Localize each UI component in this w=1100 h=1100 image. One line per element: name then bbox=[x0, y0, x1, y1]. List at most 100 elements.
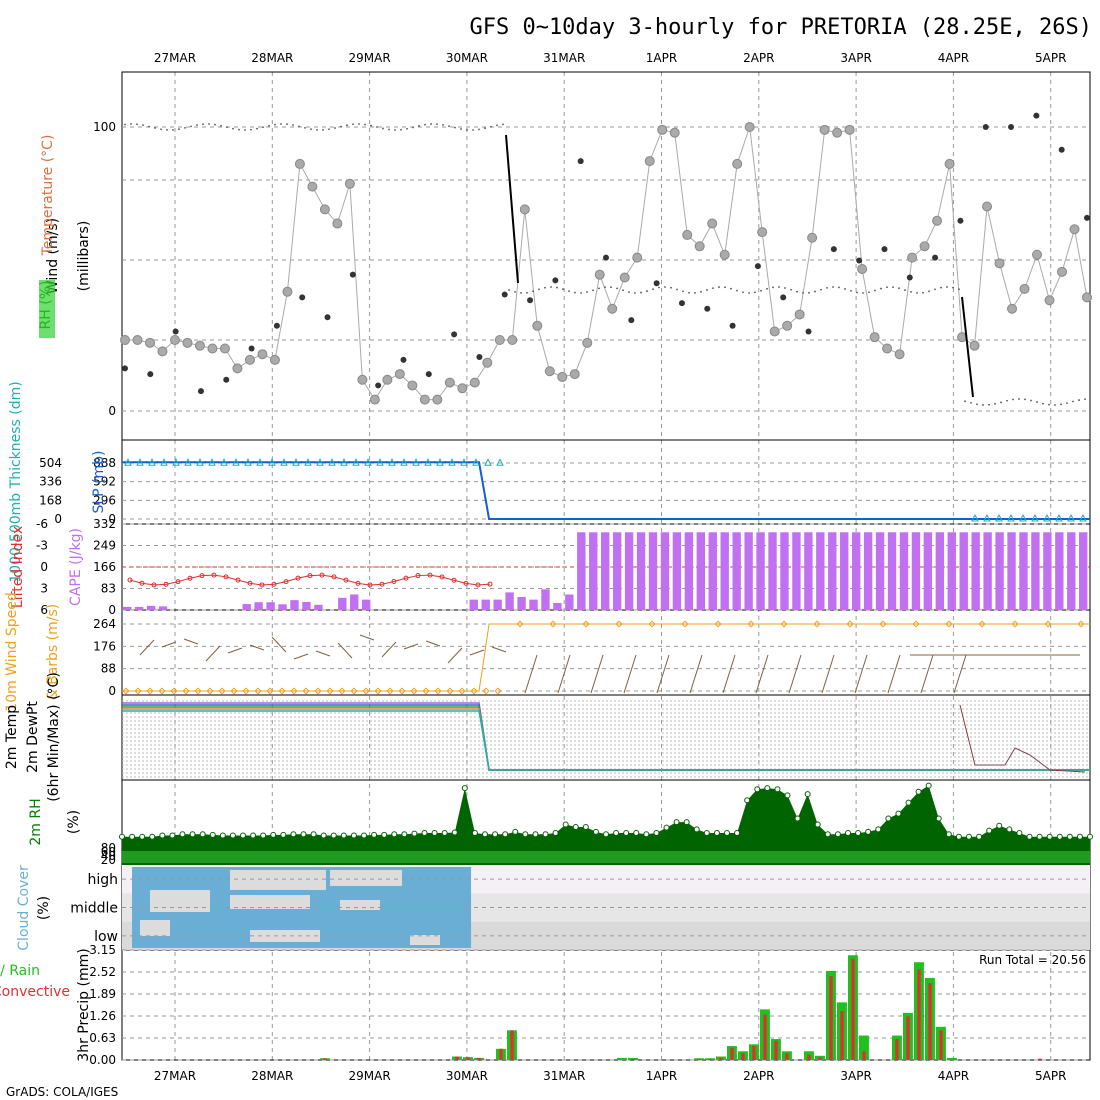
pressure-dot bbox=[754, 291, 756, 294]
pressure-dot bbox=[142, 124, 144, 127]
pressure-dot bbox=[460, 128, 462, 130]
wind-point bbox=[557, 371, 568, 382]
wind-point bbox=[344, 178, 355, 189]
wind-barb bbox=[359, 634, 375, 641]
wind-point bbox=[1032, 249, 1043, 260]
rh-point bbox=[724, 830, 730, 837]
pressure-dot bbox=[166, 129, 168, 131]
pressure-dot bbox=[916, 292, 918, 294]
windspeed-marker bbox=[314, 687, 322, 695]
rh-point bbox=[250, 832, 257, 839]
cape-bar bbox=[565, 594, 574, 610]
cape-bar bbox=[362, 599, 371, 610]
wind-barb bbox=[722, 654, 736, 694]
li-point bbox=[343, 577, 349, 583]
wind-barb bbox=[447, 647, 463, 664]
pressure-dot bbox=[994, 402, 996, 405]
wind-point bbox=[657, 124, 668, 135]
wind-point bbox=[132, 335, 143, 345]
pressure-dot bbox=[706, 289, 708, 291]
thickness-marker bbox=[983, 513, 991, 522]
wind-barb bbox=[656, 654, 670, 694]
bottom-date-label: 31MAR bbox=[543, 1069, 585, 1083]
wind-point bbox=[332, 218, 343, 229]
convective-bar bbox=[840, 1011, 844, 1060]
minmax-axis-label: (6hr Min/Max) (°C) bbox=[46, 672, 62, 802]
cape-bar bbox=[242, 604, 251, 610]
thickness-marker bbox=[400, 458, 408, 466]
pressure-dot bbox=[844, 288, 846, 290]
windspeed-marker bbox=[780, 620, 788, 628]
bottom-date-axis: 27MAR 28MAR 29MAR 30MAR 31MAR 1APR 2APR 3APR 4AP… bbox=[154, 1069, 1066, 1083]
windspeed-marker bbox=[278, 687, 286, 695]
wind-point bbox=[319, 204, 330, 215]
wind-point bbox=[744, 122, 755, 132]
thickness-marker bbox=[184, 458, 192, 466]
convective-bar bbox=[807, 1054, 811, 1060]
bottom-date-label: 27MAR bbox=[154, 1069, 196, 1083]
pressure-dot bbox=[304, 126, 306, 129]
rh-dot bbox=[501, 291, 508, 298]
precip-tick-label: 0.00 bbox=[89, 1053, 116, 1067]
cape-tick-label: 0 bbox=[108, 603, 116, 617]
barbs-axis-label: & Barbs (m/s) bbox=[45, 604, 61, 701]
convective-bar bbox=[708, 1058, 712, 1060]
pressure-dot bbox=[826, 286, 828, 289]
cape-bar bbox=[1043, 532, 1052, 610]
cloud-gap bbox=[410, 935, 440, 945]
pressure-dot bbox=[634, 292, 636, 294]
convective-bar bbox=[829, 976, 833, 1060]
thickness-marker bbox=[364, 458, 372, 466]
pressure-dot bbox=[700, 290, 702, 293]
convective-bar bbox=[939, 1030, 943, 1060]
pressure-dot bbox=[478, 128, 480, 131]
pressure-dot bbox=[952, 286, 954, 289]
wind-point bbox=[719, 249, 730, 260]
wind-point bbox=[857, 264, 868, 274]
cape-bar bbox=[720, 532, 729, 610]
pressure-dot bbox=[1024, 398, 1026, 401]
rh-dot bbox=[957, 217, 964, 224]
pressure-dot bbox=[292, 124, 294, 126]
rh-point bbox=[371, 831, 378, 838]
rh-point bbox=[522, 831, 529, 838]
rh-point bbox=[179, 831, 186, 838]
cape-bar bbox=[624, 532, 634, 610]
slp-line bbox=[122, 461, 1090, 520]
rh-point bbox=[240, 832, 246, 839]
cloud-unit-label: (%) bbox=[36, 896, 52, 920]
rh-point bbox=[1066, 833, 1073, 840]
windspeed-marker bbox=[158, 687, 166, 695]
wind-barb bbox=[887, 654, 901, 694]
windspeed-marker bbox=[326, 687, 334, 695]
wind-point bbox=[120, 335, 130, 345]
wind-point bbox=[782, 320, 793, 331]
rh-point bbox=[280, 831, 287, 838]
rh-dot bbox=[248, 345, 255, 352]
rh-tick-label: 20 bbox=[101, 853, 116, 867]
precip-tick-label: 2.52 bbox=[89, 965, 116, 979]
windspeed-marker bbox=[230, 687, 238, 695]
rh-point bbox=[361, 832, 367, 839]
pressure-dot bbox=[196, 124, 198, 126]
convective-bar bbox=[895, 1039, 899, 1060]
cape-bar bbox=[505, 592, 514, 610]
pressure-dot bbox=[880, 287, 882, 290]
wind-point bbox=[707, 218, 718, 229]
pressure-dot bbox=[1066, 402, 1068, 405]
cape-bar bbox=[601, 532, 610, 610]
pressure-dot bbox=[604, 286, 606, 289]
cape-bar bbox=[983, 532, 992, 610]
rh-dot bbox=[805, 328, 812, 335]
thickness-marker bbox=[424, 458, 432, 466]
rh-point bbox=[340, 832, 347, 839]
pressure-dot bbox=[394, 129, 396, 131]
wind-point bbox=[182, 337, 193, 348]
wind-series-line bbox=[125, 126, 1088, 401]
rh-point bbox=[209, 831, 216, 838]
cape-bar bbox=[123, 606, 132, 610]
windspeed-marker bbox=[422, 687, 430, 695]
pressure-dot bbox=[778, 286, 780, 288]
pressure-dot bbox=[898, 287, 900, 290]
